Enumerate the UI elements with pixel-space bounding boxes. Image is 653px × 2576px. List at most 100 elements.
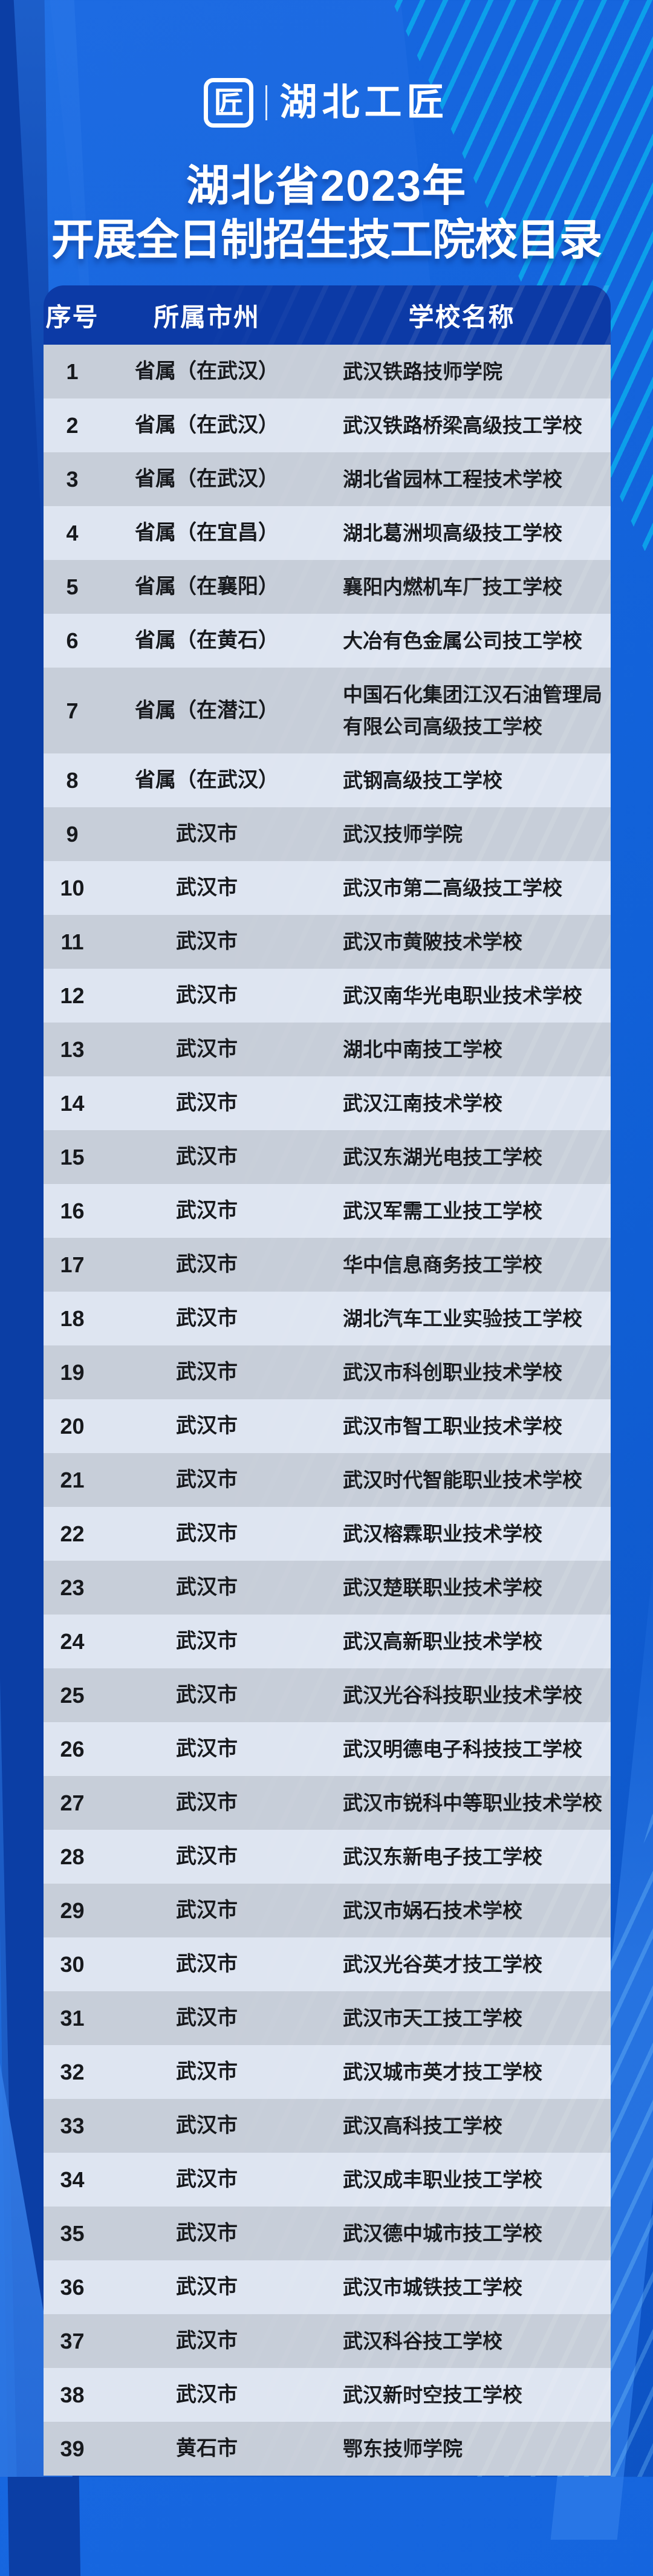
table-row: 18 武汉市 湖北汽车工业实验技工学校 [44,1292,611,1345]
table-row: 11 武汉市 武汉市黄陂技术学校 [44,915,611,969]
table-row: 35 武汉市 武汉德中城市技工学校 [44,2207,611,2260]
cell-school: 武汉市城铁技工学校 [343,2276,522,2298]
cell-region: 武汉市 [176,930,238,953]
table-row: 38 武汉市 武汉新时空技工学校 [44,2368,611,2422]
cell-serial: 35 [60,2221,85,2246]
cell-region: 省属（在武汉） [135,769,279,792]
cell-region: 省属（在武汉） [135,467,279,490]
craftsman-logo-icon: 匠 [204,78,254,128]
table-row: 27 武汉市 武汉市锐科中等职业技术学校 [44,1776,611,1830]
cell-serial: 4 [66,521,79,545]
table-row: 22 武汉市 武汉榕霖职业技术学校 [44,1507,611,1561]
cell-school: 武汉新时空技工学校 [343,2384,522,2406]
table-row: 25 武汉市 武汉光谷科技职业技术学校 [44,1668,611,1722]
cell-serial: 13 [60,1037,85,1062]
cell-serial: 33 [60,2113,85,2138]
table-row: 17 武汉市 华中信息商务技工学校 [44,1238,611,1292]
cell-school: 中国石化集团江汉石油管理局 有限公司高级技工学校 [343,683,602,738]
cell-serial: 16 [60,1199,85,1223]
cell-serial: 3 [66,467,79,492]
table-row: 12 武汉市 武汉南华光电职业技术学校 [44,969,611,1023]
cell-serial: 11 [60,929,84,954]
cell-serial: 21 [60,1468,85,1492]
cell-region: 武汉市 [176,1630,238,1653]
cell-serial: 27 [60,1791,85,1815]
cell-serial: 15 [60,1145,85,1169]
cell-serial: 30 [60,1952,85,1977]
cell-region: 黄石市 [176,2437,238,2460]
cell-school: 武汉科谷技工学校 [343,2330,502,2352]
cell-region: 省属（在武汉） [135,360,279,383]
cell-serial: 2 [66,413,79,438]
cell-serial: 6 [66,628,79,653]
cell-serial: 20 [60,1414,85,1439]
cell-school: 武汉成丰职业技工学校 [343,2168,542,2191]
cell-serial: 38 [60,2382,85,2407]
cell-serial: 23 [60,1575,85,1600]
poster-title-line2: 开展全日制招生技工院校目录 [51,216,602,264]
cell-region: 武汉市 [176,2329,238,2352]
cell-serial: 12 [60,983,85,1008]
cell-school: 武汉市第二高级技工学校 [343,877,562,899]
table-row: 21 武汉市 武汉时代智能职业技术学校 [44,1453,611,1507]
cell-region: 省属（在潜江） [135,698,279,722]
table-row: 19 武汉市 武汉市科创职业技术学校 [44,1345,611,1399]
cell-region: 武汉市 [176,1199,238,1222]
cell-region: 武汉市 [176,984,238,1007]
table-row: 15 武汉市 武汉东湖光电技工学校 [44,1130,611,1184]
table-row: 2 省属（在武汉） 武汉铁路桥梁高级技工学校 [44,398,611,452]
cell-serial: 34 [60,2167,85,2192]
cell-school: 武汉德中城市技工学校 [343,2222,542,2245]
cell-region: 武汉市 [176,1791,238,1814]
table-row: 3 省属（在武汉） 湖北省园林工程技术学校 [44,452,611,506]
cell-region: 武汉市 [176,2275,238,2298]
table-body: 1 省属（在武汉） 武汉铁路技师学院 2 省属（在武汉） 武汉铁路桥梁高级技工学… [44,345,611,2476]
cell-school: 武汉高科技工学校 [343,2115,502,2137]
table-row: 33 武汉市 武汉高科技工学校 [44,2099,611,2153]
cell-school: 武汉铁路桥梁高级技工学校 [343,414,582,437]
cell-region: 武汉市 [176,1307,238,1330]
column-header-serial: 序号 [45,302,99,331]
table-row: 5 省属（在襄阳） 襄阳内燃机车厂技工学校 [44,560,611,614]
cell-school: 武汉铁路技师学院 [343,360,502,383]
cell-region: 武汉市 [176,1468,238,1491]
table-row: 31 武汉市 武汉市天工技工学校 [44,1991,611,2045]
cell-school: 鄂东技师学院 [343,2438,463,2460]
cell-region: 武汉市 [176,1361,238,1384]
cell-school: 大冶有色金属公司技工学校 [343,629,582,652]
cell-school: 湖北省园林工程技术学校 [343,468,562,490]
cell-region: 省属（在武汉） [135,414,279,437]
cell-school: 武汉市天工技工学校 [343,2007,522,2029]
table-row: 13 武汉市 湖北中南技工学校 [44,1023,611,1076]
cell-school: 武汉城市英才技工学校 [343,2061,542,2083]
brand-logo-text: 湖北工匠 [279,82,449,123]
cell-region: 武汉市 [176,1145,238,1168]
column-header-school: 学校名称 [408,302,515,331]
cell-region: 武汉市 [176,1522,238,1545]
cell-region: 武汉市 [176,2222,238,2245]
cell-school: 武汉市黄陂技术学校 [343,931,522,953]
cell-region: 武汉市 [176,1576,238,1599]
cell-school: 武汉市科创职业技术学校 [343,1361,562,1384]
cell-region: 省属（在黄石） [135,629,279,652]
cell-region: 武汉市 [176,2006,238,2029]
cell-region: 武汉市 [176,1845,238,1868]
cell-serial: 37 [60,2329,85,2353]
cell-school: 武汉技师学院 [343,823,463,845]
cell-region: 省属（在宜昌） [135,521,279,544]
cell-region: 武汉市 [176,1038,238,1061]
cell-school: 武汉高新职业技术学校 [343,1630,542,1653]
cell-region: 武汉市 [176,1683,238,1706]
cell-serial: 8 [66,768,79,793]
cell-serial: 9 [66,822,79,847]
cell-serial: 14 [60,1091,85,1116]
table-row: 20 武汉市 武汉市智工职业技术学校 [44,1399,611,1453]
cell-region: 武汉市 [176,1899,238,1922]
table-row: 36 武汉市 武汉市城铁技工学校 [44,2260,611,2314]
table-row: 24 武汉市 武汉高新职业技术学校 [44,1615,611,1668]
cell-region: 武汉市 [176,1737,238,1760]
table-row: 10 武汉市 武汉市第二高级技工学校 [44,861,611,915]
cell-school: 襄阳内燃机车厂技工学校 [343,576,562,598]
cell-school: 武汉明德电子科技技工学校 [343,1738,582,1760]
table-row: 4 省属（在宜昌） 湖北葛洲坝高级技工学校 [44,506,611,560]
